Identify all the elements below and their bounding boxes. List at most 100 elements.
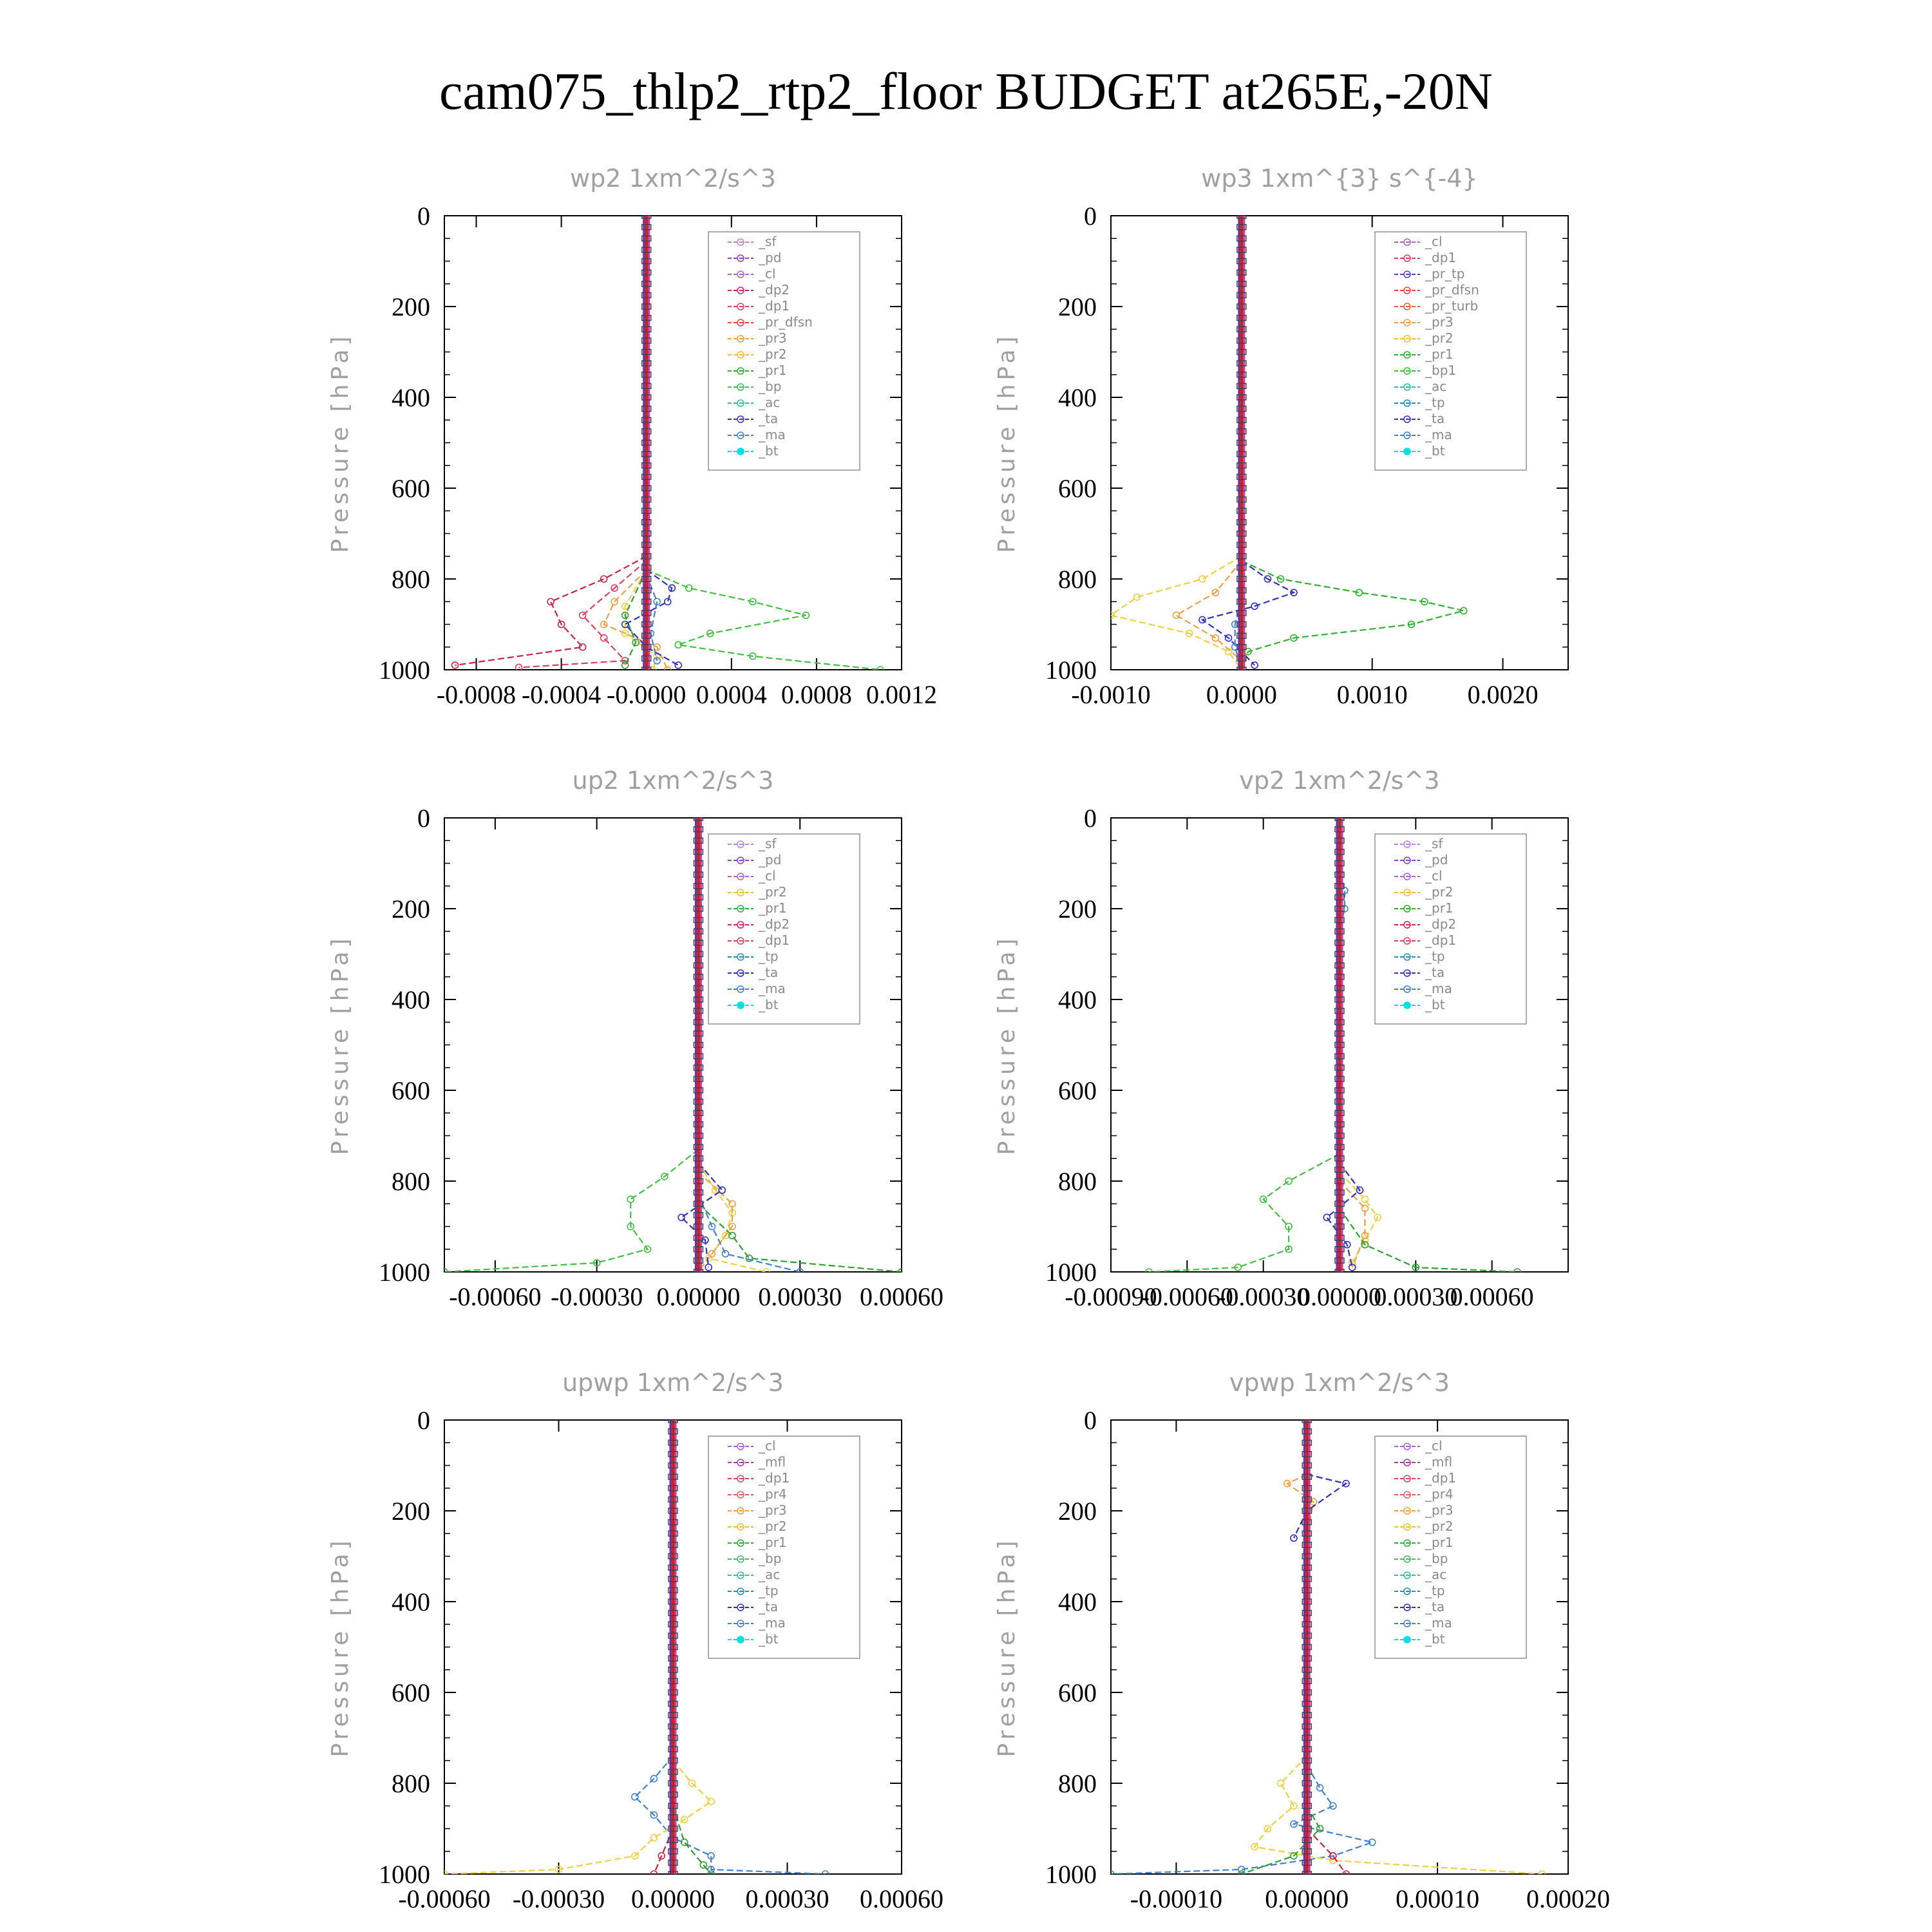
near-zero-term-marker: [693, 1030, 704, 1037]
data-layer: [1111, 216, 1468, 670]
series-point-pr2: [621, 629, 629, 638]
near-zero-term-marker: [1302, 1587, 1312, 1594]
near-zero-term-marker: [668, 1473, 678, 1480]
legend-marker: [1403, 969, 1411, 977]
near-zero-term-marker: [1334, 1121, 1345, 1128]
legend-marker: [737, 1507, 744, 1515]
legend-marker: [737, 857, 744, 864]
y-tick-label: 200: [392, 895, 430, 923]
y-tick-label: 400: [1058, 383, 1097, 412]
x-tick-label: -0.00090: [1065, 1282, 1157, 1311]
near-zero-term-marker: [1236, 507, 1247, 514]
y-tick-label: 400: [1058, 1587, 1097, 1616]
chart-panel-2: wp3 1xm^{3} s^{-4} Pressure [hPa] 0 200 400 6…: [994, 164, 1569, 709]
series-point-pr1: [1251, 1842, 1258, 1851]
near-zero-term-marker: [1236, 519, 1247, 526]
series-point-pr1: [1290, 1802, 1298, 1810]
near-zero-term-marker: [1302, 1462, 1312, 1469]
series-line-ta: [680, 1162, 723, 1268]
near-zero-term-marker: [1236, 439, 1247, 446]
legend-marker: [1403, 238, 1411, 246]
series-point-ta: [621, 620, 629, 629]
series-point-pr1: [762, 1268, 770, 1272]
near-zero-term-marker: [1302, 1825, 1312, 1832]
near-zero-term-marker: [1236, 632, 1247, 639]
near-zero-term-marker: [668, 1496, 678, 1503]
series-point-ta: [1323, 1213, 1331, 1222]
near-zero-term-marker: [641, 269, 652, 276]
near-zero-term-marker: [1236, 372, 1247, 378]
x-tick-label: -0.00030: [1217, 1282, 1309, 1311]
series-point-bp: [706, 629, 714, 638]
near-zero-term-marker: [641, 553, 652, 560]
series-point-bp: [749, 652, 757, 660]
legend-entry: _dp2: [758, 916, 790, 932]
near-zero-term-marker: [1334, 883, 1345, 889]
near-zero-term-marker: [668, 1633, 678, 1639]
near-zero-term-marker: [668, 1439, 678, 1446]
near-zero-term-marker: [668, 1485, 678, 1492]
legend-entry: _pr1: [758, 900, 787, 916]
near-zero-term-marker: [641, 519, 652, 526]
legend-entry: _bt: [758, 997, 779, 1012]
near-zero-term-marker: [693, 905, 704, 912]
near-zero-term-marker: [1302, 1667, 1312, 1673]
near-zero-term-marker: [1236, 542, 1247, 548]
y-axis-label: Pressure [hPa]: [994, 934, 1020, 1155]
legend-entry: _mfl: [1425, 1454, 1452, 1470]
near-zero-term-marker: [641, 530, 652, 537]
near-zero-term-marker: [1334, 1269, 1345, 1272]
legend-marker: [1403, 1475, 1411, 1482]
y-tick-label: 600: [392, 1678, 430, 1707]
series-point-tp: [1316, 1784, 1324, 1792]
near-zero-term-marker: [1236, 223, 1247, 231]
near-zero-term-marker: [1334, 1144, 1345, 1150]
legend-marker: [1403, 448, 1411, 455]
series-point-tp: [707, 1852, 715, 1860]
near-zero-term-marker: [641, 507, 652, 514]
series-point-ta: [1224, 634, 1233, 642]
near-zero-term-marker: [668, 1746, 678, 1752]
near-zero-term-marker: [1302, 1519, 1312, 1526]
legend-marker: [737, 873, 744, 880]
x-tick-label: -0.00060: [398, 1884, 490, 1913]
series-point-ma: [653, 598, 661, 606]
x-tick-label: 0.0010: [1337, 680, 1408, 709]
series-point-ta: [1342, 1479, 1350, 1488]
legend-marker: [737, 937, 744, 945]
near-zero-term-marker: [668, 1757, 678, 1764]
near-zero-term-marker: [1334, 996, 1345, 1003]
series-point-pr1: [632, 638, 640, 647]
legend-entry: _dp1: [1425, 250, 1456, 265]
legend-entry: _pd: [1425, 852, 1448, 867]
panel-title: upwp 1xm^2/s^3: [562, 1368, 784, 1397]
legend-box: [1374, 231, 1527, 471]
near-zero-term-marker: [1334, 928, 1345, 934]
x-tick-label: 0.00030: [758, 1282, 842, 1311]
legend-marker: [1403, 415, 1411, 423]
legend-box: [1374, 1435, 1527, 1659]
x-tick-label: 0.0008: [781, 680, 852, 709]
legend-entry: _bt: [1425, 443, 1445, 459]
y-tick-label: 400: [392, 1587, 430, 1616]
near-zero-term-marker: [668, 1814, 678, 1821]
near-zero-term-marker: [1334, 818, 1345, 821]
series-line-dp1: [1306, 1828, 1347, 1874]
near-zero-term-marker: [668, 1780, 678, 1786]
legend-entry: _tp: [1425, 949, 1445, 964]
near-zero-term-marker: [693, 871, 704, 878]
legend-entry: _ta: [1425, 411, 1444, 426]
series-point-tp: [821, 1870, 829, 1874]
legend-marker: [737, 1571, 744, 1579]
chart-panel-6: vpwp 1xm^2/s^3 Pressure [hPa] 0 200 400 600 80…: [994, 1368, 1610, 1913]
near-zero-term-marker: [1302, 1420, 1312, 1423]
legend-entry: _ac: [758, 1567, 780, 1582]
near-zero-term-marker: [1302, 1633, 1312, 1639]
x-tick-label: 0.0012: [866, 680, 937, 709]
series-point-dp1: [627, 1195, 635, 1203]
series-point-pr3: [663, 666, 672, 670]
near-zero-term-marker: [1302, 1553, 1312, 1560]
series-point-tp: [650, 1811, 658, 1819]
y-tick-label: 200: [392, 292, 430, 321]
near-zero-term-marker: [641, 216, 652, 219]
